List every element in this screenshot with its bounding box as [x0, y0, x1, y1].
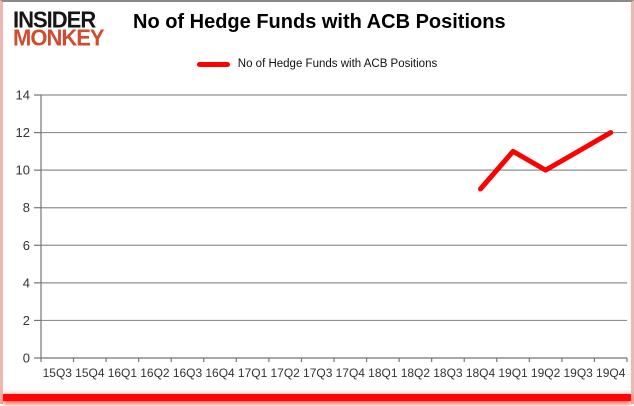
x-tick-label: 18Q3	[433, 366, 463, 380]
y-tick-label: 10	[16, 163, 30, 178]
legend-label: No of Hedge Funds with ACB Positions	[237, 58, 438, 70]
x-tick-label: 16Q3	[173, 366, 203, 380]
logo-text-monkey: MONKEY	[13, 24, 105, 51]
x-tick-label: 17Q1	[238, 366, 268, 380]
x-tick-label: 18Q4	[466, 366, 496, 380]
x-tick-label: 18Q1	[368, 366, 398, 380]
x-tick-label: 19Q4	[596, 366, 626, 380]
y-tick-label: 12	[16, 125, 30, 140]
legend: No of Hedge Funds with ACB Positions	[3, 58, 631, 70]
x-tick-label: 16Q4	[205, 366, 235, 380]
insider-monkey-logo: INSIDER MONKEY	[13, 6, 131, 51]
x-tick-label: 19Q1	[498, 366, 528, 380]
x-tick-label: 15Q4	[75, 366, 105, 380]
x-tick-label: 15Q3	[43, 366, 73, 380]
y-tick-label: 0	[23, 351, 30, 366]
x-tick-label: 17Q4	[336, 366, 366, 380]
y-tick-label: 14	[16, 88, 30, 103]
x-tick-label: 19Q2	[531, 366, 561, 380]
legend-line-swatch	[196, 61, 230, 67]
x-tick-label: 16Q1	[108, 366, 138, 380]
data-line	[478, 130, 614, 192]
logo-text-insider: INSIDER	[13, 6, 96, 33]
chart-title: No of Hedge Funds with ACB Positions	[133, 11, 506, 33]
x-tick-label: 16Q2	[140, 366, 170, 380]
y-tick-label: 2	[23, 313, 30, 328]
x-tick-label: 17Q2	[270, 366, 300, 380]
y-tick-label: 6	[23, 238, 30, 253]
bottom-red-bar	[3, 394, 631, 401]
x-tick-label: 18Q2	[401, 366, 431, 380]
x-tick-label: 19Q3	[563, 366, 593, 380]
y-tick-label: 4	[23, 275, 30, 290]
y-tick-label: 8	[23, 200, 30, 215]
x-tick-label: 17Q3	[303, 366, 333, 380]
